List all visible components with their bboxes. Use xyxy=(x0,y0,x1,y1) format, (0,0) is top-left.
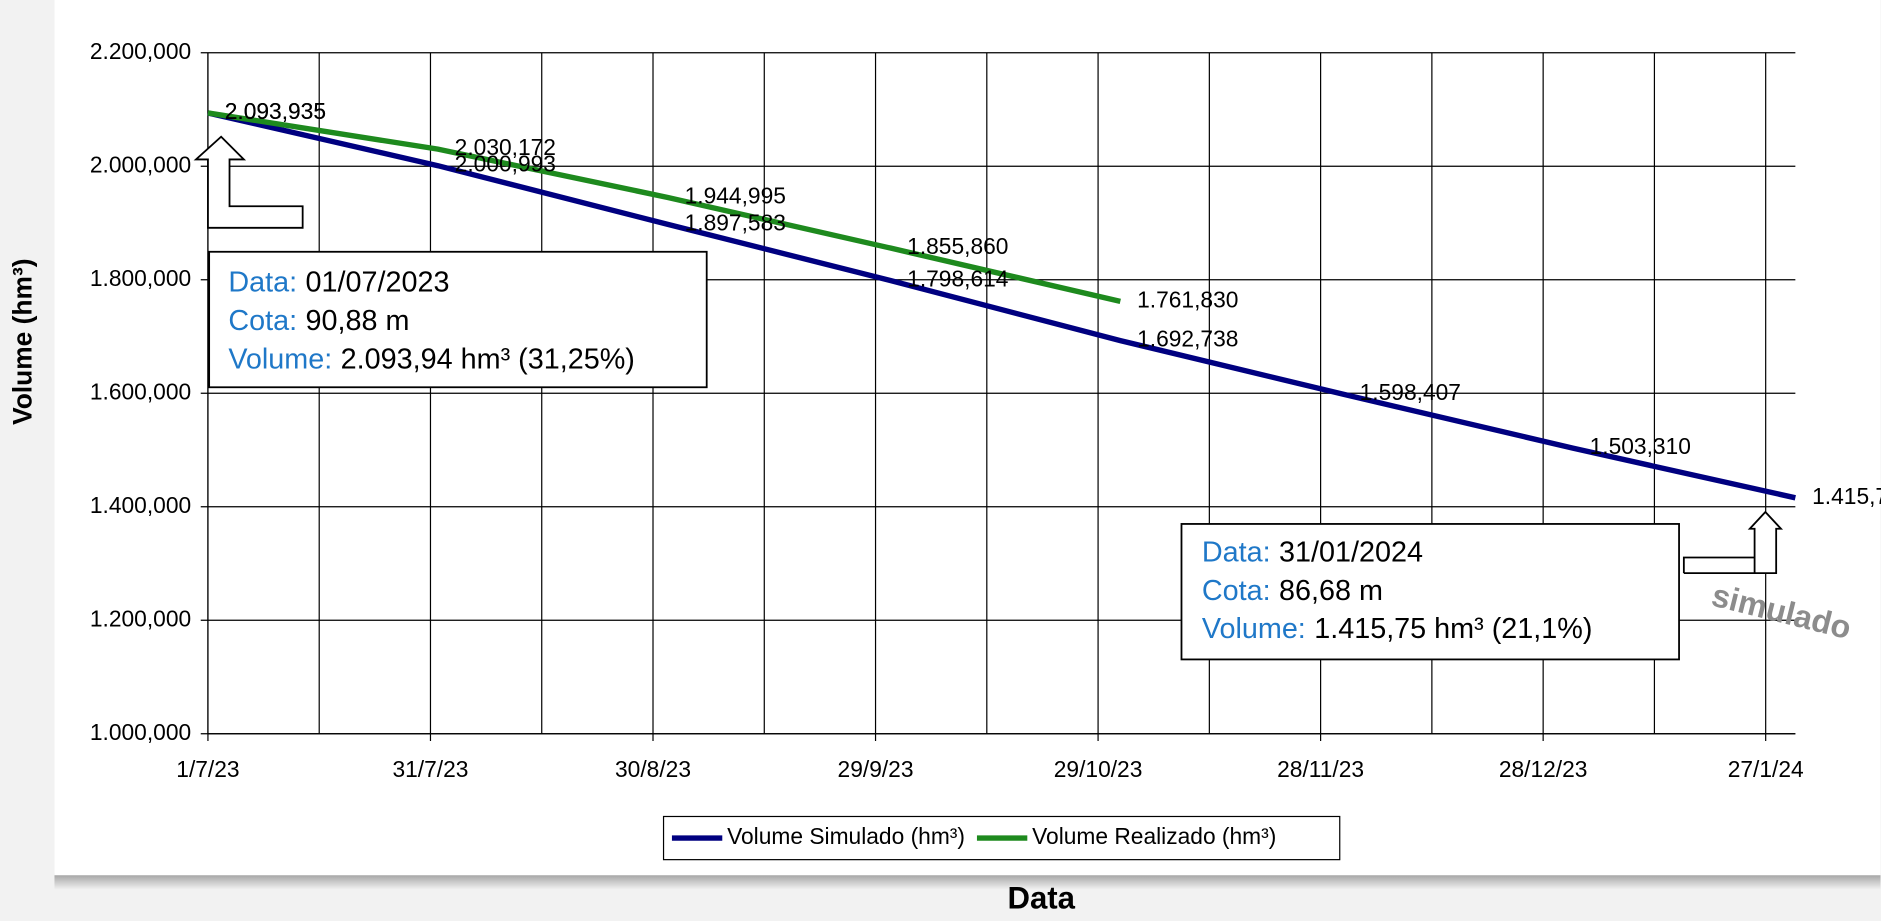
x-tick-label: 1/7/23 xyxy=(176,756,239,782)
grid: 1.000,000 1.200,000 1.400,000 1.600,000 1.80… xyxy=(90,38,1804,782)
data-label: 1.761,830 xyxy=(1137,286,1238,312)
x-tick-label: 31/7/23 xyxy=(392,756,468,782)
y-tick-label: 1.400,000 xyxy=(90,492,191,518)
annotation-value: 01/07/2023 xyxy=(305,267,449,299)
y-tick-label: 1.600,000 xyxy=(90,378,191,404)
marks: 2.093,935 2.000,993 1.897,583 1.798,614 1.69… xyxy=(207,98,1881,509)
x-tick-label: 28/11/23 xyxy=(1277,756,1364,782)
data-label: 2.093,935 xyxy=(225,98,326,124)
data-label: 2.093,935 xyxy=(225,98,326,124)
annotation-label: Cota: xyxy=(1202,575,1271,607)
annotation-label: Cota: xyxy=(228,305,297,337)
series-line xyxy=(207,110,1796,501)
data-label: 1.598,407 xyxy=(1360,379,1461,405)
y-tick-label: 1.000,000 xyxy=(90,719,191,745)
arrow xyxy=(193,135,304,229)
data-label: 2.030,172 xyxy=(455,134,556,160)
annotation-box xyxy=(208,250,708,389)
data-label: 1.692,738 xyxy=(1137,326,1238,352)
annotation-label: Data: xyxy=(1202,537,1271,569)
annotation-label: Data: xyxy=(228,267,297,299)
data-label: 1.503,310 xyxy=(1590,433,1691,459)
annotation-value: 86,68 m xyxy=(1279,575,1383,607)
y-tick-label: 1.800,000 xyxy=(90,265,191,291)
y-tick-label: 1.200,000 xyxy=(90,605,191,631)
annotation-label: Volume: xyxy=(1202,613,1306,645)
annotation-box xyxy=(1180,523,1680,661)
annotation-label: Volume: xyxy=(228,343,332,375)
x-tick-label: 27/1/24 xyxy=(1728,756,1804,782)
annotation-value: 90,88 m xyxy=(305,305,409,337)
series-line xyxy=(207,110,1121,305)
y-tick-label: 2.200,000 xyxy=(90,38,191,64)
data-label: 1.897,583 xyxy=(685,209,786,235)
y-axis-label: Volume (hm³) xyxy=(7,258,37,424)
data-label: 2.000,993 xyxy=(455,151,556,177)
x-tick-label: 29/9/23 xyxy=(838,756,914,782)
annotation-value: 31/01/2024 xyxy=(1279,537,1423,569)
annotation-value: 1.415,75 hm³ (21,1%) xyxy=(1314,613,1592,645)
x-tick-label: 28/12/23 xyxy=(1499,756,1588,782)
x-axis-label: Data xyxy=(1007,881,1075,916)
shadow xyxy=(54,872,1881,890)
x-tick-label: 29/10/23 xyxy=(1054,756,1143,782)
legend-label: Volume Realizado (hm³) xyxy=(1032,823,1276,849)
data-label: 1.855,860 xyxy=(907,233,1008,259)
data-label: 1.415,751 xyxy=(1812,483,1881,509)
y-tick-label: 2.000,000 xyxy=(90,151,191,177)
x-tick-label: 30/8/23 xyxy=(615,756,691,782)
data-label: 1.944,995 xyxy=(685,182,786,208)
arrow xyxy=(1682,510,1784,574)
legend-label: Volume Simulado (hm³) xyxy=(727,823,965,849)
annotation-value: 2.093,94 hm³ (31,25%) xyxy=(341,343,635,375)
data-label: 1.798,614 xyxy=(907,266,1008,292)
